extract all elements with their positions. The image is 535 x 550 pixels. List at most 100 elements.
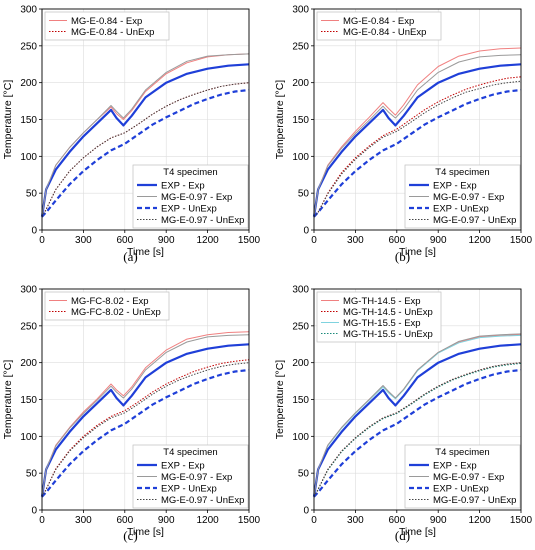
y-axis-label: Temperature [°C]: [2, 360, 14, 440]
chart-panel-1: 0 50 100 150 200 250 300 0 300 600 900 1200 1500 Time…: [2, 5, 261, 265]
y-axis-label: Temperature [°C]: [274, 80, 286, 160]
y-tick-label: 150: [292, 395, 309, 406]
y-tick-label: 250: [20, 41, 37, 52]
legend-item-label: MG-E-0.97 - UnExp: [161, 495, 244, 506]
x-axis-label: Time [s]: [127, 526, 164, 538]
y-tick-label: 150: [20, 395, 37, 406]
x-tick-label: 900: [430, 515, 447, 526]
series-line-mg-e-0-84-unexp: [313, 76, 522, 218]
y-tick-label: 200: [292, 358, 309, 369]
series-line-mg-e-0-97-exp: [41, 334, 250, 497]
series-line-exp-exp: [312, 343, 522, 497]
x-tick-label: 900: [158, 235, 175, 246]
x-tick-label: 1200: [196, 515, 219, 526]
y-tick-label: 150: [20, 115, 37, 126]
legend-title: T4 specimen: [435, 447, 489, 458]
series-line-mg-e-0-97-exp: [41, 53, 250, 217]
x-tick-label: 900: [158, 515, 175, 526]
x-tick-label: 300: [75, 515, 92, 526]
legend-item-label: MG-FC-8.02 - UnExp: [71, 307, 161, 318]
series-line-exp-exp: [312, 63, 522, 217]
y-tick-label: 300: [20, 5, 37, 16]
y-tick-label: 0: [303, 506, 309, 517]
x-tick-label: 1500: [510, 235, 533, 246]
x-tick-label: 900: [430, 235, 447, 246]
legend-item-label: MG-E-0.84 - Exp: [343, 16, 414, 27]
legend-item-label: EXP - UnExp: [161, 484, 217, 495]
legend-item-label: MG-TH-14.5 - UnExp: [343, 307, 433, 318]
y-tick-label: 0: [31, 226, 37, 237]
y-tick-label: 250: [292, 41, 309, 52]
legend-item-label: MG-E-0.84 - Exp: [71, 16, 142, 27]
series-line-mg-e-0-97-exp: [313, 333, 522, 497]
legend-item-label: MG-TH-15.5 - Exp: [343, 318, 421, 329]
legend-item-label: MG-E-0.84 - UnExp: [343, 27, 426, 38]
legend-item-label: MG-E-0.97 - Exp: [433, 472, 504, 483]
x-tick-label: 0: [39, 515, 45, 526]
panel-label: (a): [123, 249, 137, 264]
y-tick-label: 100: [20, 432, 37, 443]
y-tick-label: 200: [292, 78, 309, 89]
legend-item-label: EXP - Exp: [161, 181, 205, 192]
legend-item-label: MG-E-0.97 - UnExp: [433, 495, 516, 506]
y-tick-label: 300: [292, 285, 309, 296]
legend-top-box: [316, 11, 442, 41]
y-axis-label: Temperature [°C]: [2, 80, 14, 160]
legend-item-label: EXP - UnExp: [161, 204, 217, 215]
y-tick-label: 100: [20, 152, 37, 163]
y-tick-label: 250: [292, 321, 309, 332]
series-line-mg-e-0-97-unexp: [41, 362, 250, 497]
legend-item-label: MG-E-0.97 - UnExp: [161, 215, 244, 226]
panel-label: (d): [395, 528, 410, 543]
series-line-exp-unexp: [41, 88, 250, 218]
y-tick-label: 200: [20, 358, 37, 369]
x-axis-label: Time [s]: [399, 246, 436, 258]
legend-top-box: [44, 291, 170, 321]
x-tick-label: 1500: [510, 515, 533, 526]
y-tick-label: 250: [20, 321, 37, 332]
series-line-mg-fc-8-02-unexp: [41, 359, 250, 497]
chart-panel-2: 0 50 100 150 200 250 300 0 300 600 900 1200 1500 Time…: [274, 5, 533, 265]
legend-item-label: EXP - Exp: [433, 461, 477, 472]
x-axis-label: Time [s]: [127, 246, 164, 258]
legend-item-label: MG-FC-8.02 - Exp: [71, 296, 149, 307]
x-tick-label: 1200: [196, 235, 219, 246]
y-tick-label: 0: [303, 226, 309, 237]
chart-panel-3: 0 50 100 150 200 250 300 0 300 600 900 1200 1500 Time…: [2, 285, 261, 544]
series-line-exp-exp: [40, 63, 250, 217]
series-line-mg-e-0-97-exp: [313, 54, 522, 217]
panel-label: (b): [395, 249, 410, 264]
series-line-exp-unexp: [313, 368, 522, 498]
legend-item-label: EXP - UnExp: [433, 484, 489, 495]
x-axis-label: Time [s]: [399, 526, 436, 538]
x-tick-label: 600: [116, 235, 133, 246]
legend-item-label: MG-E-0.97 - Exp: [161, 192, 232, 203]
y-axis-label: Temperature [°C]: [274, 360, 286, 440]
x-tick-label: 0: [39, 235, 45, 246]
y-tick-label: 100: [292, 152, 309, 163]
legend-item-label: EXP - Exp: [433, 181, 477, 192]
x-tick-label: 0: [311, 515, 317, 526]
x-tick-label: 600: [388, 515, 405, 526]
y-tick-label: 0: [31, 506, 37, 517]
series-line-mg-e-0-84-exp: [313, 47, 522, 217]
series-line-mg-e-0-97-unexp: [41, 82, 250, 217]
y-tick-label: 150: [292, 115, 309, 126]
x-tick-label: 300: [347, 515, 364, 526]
y-tick-label: 100: [292, 432, 309, 443]
legend-item-label: MG-E-0.97 - UnExp: [433, 215, 516, 226]
legend-item-label: MG-E-0.97 - Exp: [433, 192, 504, 203]
x-tick-label: 300: [347, 235, 364, 246]
legend-item-label: MG-E-0.97 - Exp: [161, 472, 232, 483]
y-tick-label: 50: [26, 189, 38, 200]
series-line-mg-e-0-97-unexp: [313, 80, 522, 218]
x-tick-label: 600: [116, 515, 133, 526]
legend-bottom-box: [132, 444, 249, 509]
y-tick-label: 300: [292, 5, 309, 16]
legend-title: T4 specimen: [163, 447, 217, 458]
legend-item-label: MG-TH-14.5 - Exp: [343, 296, 421, 307]
legend-top-box: [44, 11, 170, 41]
legend-item-label: EXP - UnExp: [433, 204, 489, 215]
panel-label: (c): [123, 528, 137, 543]
